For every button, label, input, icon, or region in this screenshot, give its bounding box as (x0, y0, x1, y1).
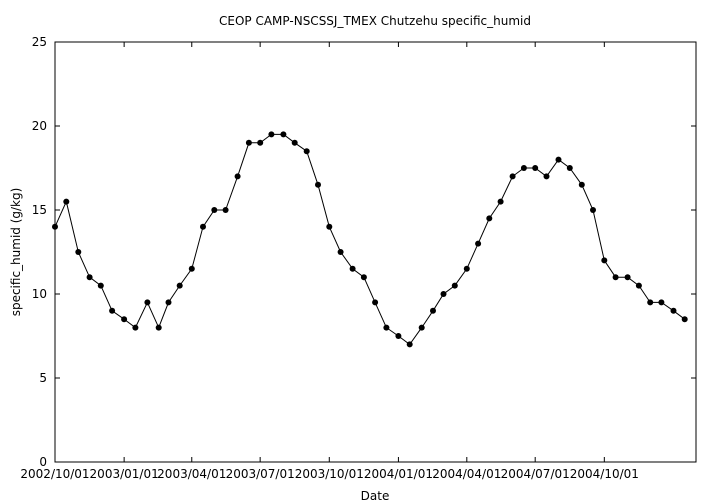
data-point (188, 265, 195, 272)
data-points (52, 131, 688, 348)
data-point (497, 198, 504, 205)
x-tick-label: 2003/01/01 (90, 467, 159, 481)
x-tick-label: 2004/07/01 (501, 467, 570, 481)
data-point (509, 173, 516, 180)
data-point (257, 139, 264, 146)
data-point (463, 265, 470, 272)
data-point (234, 173, 241, 180)
data-point (337, 249, 344, 255)
y-tick-label: 10 (32, 287, 47, 301)
data-point (555, 156, 562, 163)
data-point (268, 131, 275, 138)
data-point (155, 324, 162, 331)
data-point (440, 291, 447, 297)
x-tick-label: 2003/10/01 (295, 467, 364, 481)
chart-title: CEOP CAMP-NSCSSJ_TMEX Chutzehu specific_… (219, 14, 531, 28)
y-tick-label: 5 (39, 371, 47, 385)
data-point (144, 299, 151, 306)
data-point (372, 299, 379, 306)
y-tick-label: 0 (39, 455, 47, 469)
data-point (383, 324, 390, 331)
data-point (451, 282, 458, 289)
data-point (245, 139, 252, 146)
x-tick-label: 2003/07/01 (226, 467, 295, 481)
data-point (109, 307, 116, 314)
data-point (670, 307, 677, 314)
x-tick-label: 2004/01/01 (364, 467, 433, 481)
y-axis: 0 5 10 15 20 25 (32, 35, 696, 469)
data-point (486, 215, 493, 222)
data-point (430, 307, 436, 314)
data-point (97, 282, 104, 289)
data-point (635, 282, 642, 289)
data-point (211, 207, 218, 213)
y-tick-label: 25 (32, 35, 47, 49)
data-point (406, 341, 413, 348)
data-point (132, 324, 139, 331)
data-point (578, 181, 585, 188)
data-point (315, 181, 321, 188)
x-tick-label: 2004/04/01 (432, 467, 501, 481)
x-tick-label: 2002/10/01 (20, 467, 89, 481)
data-point (543, 173, 550, 180)
data-point (200, 223, 206, 230)
data-point (291, 139, 298, 146)
series-line (54, 133, 686, 346)
data-point (647, 299, 654, 306)
data-point (590, 207, 596, 213)
data-point (566, 165, 573, 171)
plot-frame (54, 41, 697, 463)
data-point (176, 282, 183, 289)
data-point (165, 299, 172, 306)
data-point (681, 316, 688, 323)
data-point (326, 223, 333, 230)
data-point (121, 316, 128, 323)
y-axis-label: specific_humid (g/kg) (9, 188, 23, 317)
data-point (418, 324, 425, 331)
data-point (475, 240, 482, 247)
data-point (360, 274, 367, 281)
data-point (658, 299, 665, 306)
y-tick-label: 20 (32, 119, 47, 133)
x-axis-label: Date (361, 489, 390, 503)
data-point (520, 165, 527, 171)
data-point (349, 265, 356, 272)
y-tick-label: 15 (32, 203, 47, 217)
data-point (303, 148, 310, 155)
data-point (86, 274, 93, 281)
x-tick-label: 2004/10/01 (570, 467, 639, 481)
data-point (75, 249, 82, 255)
data-point (280, 131, 287, 138)
x-tick-label: 2003/04/01 (157, 467, 226, 481)
data-point (222, 207, 229, 213)
data-point (395, 333, 402, 339)
data-point (532, 165, 539, 171)
data-point (601, 257, 608, 264)
data-point (63, 198, 70, 205)
data-point (624, 274, 631, 281)
data-point (612, 274, 619, 281)
